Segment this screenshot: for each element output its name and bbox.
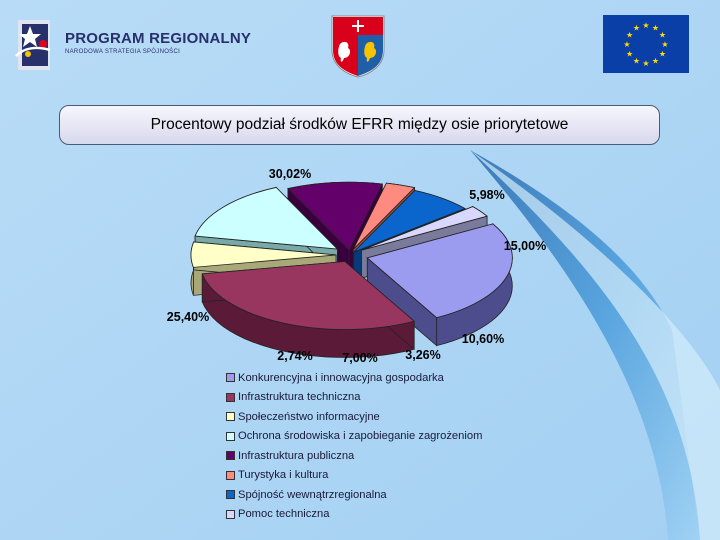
legend-swatch bbox=[226, 431, 235, 441]
slice-value-label: 30,02% bbox=[269, 167, 311, 181]
pie-slice bbox=[361, 206, 488, 251]
eu-star-icon: ★ bbox=[633, 24, 640, 33]
eu-star-icon: ★ bbox=[652, 56, 659, 65]
eu-star-icon: ★ bbox=[623, 40, 630, 49]
pie-slice bbox=[353, 190, 466, 253]
program-regionalny-logo bbox=[15, 20, 51, 70]
legend-label: Infrastruktura techniczna bbox=[238, 391, 361, 404]
eu-star-icon: ★ bbox=[642, 59, 649, 68]
pie-slice bbox=[190, 241, 337, 268]
legend-swatch bbox=[226, 412, 235, 422]
star-icon bbox=[19, 26, 41, 47]
program-title: PROGRAM REGIONALNY bbox=[65, 30, 252, 47]
eu-star-icon: ★ bbox=[626, 31, 633, 40]
legend-swatch bbox=[226, 509, 235, 519]
legend-label: Spójność wewnątrzregionalna bbox=[238, 488, 387, 501]
pie-slice bbox=[287, 181, 383, 251]
eu-flag-icon: ★★★★★★★★★ ★ ★★ bbox=[603, 15, 689, 73]
eu-star-icon: ★ bbox=[659, 31, 666, 40]
slice-value-label: 25,40% bbox=[167, 310, 209, 324]
legend-label: Ochrona środowiska i zapobieganie zagroż… bbox=[238, 430, 483, 443]
eu-star-icon: ★ bbox=[659, 50, 666, 59]
legend-swatch bbox=[226, 490, 235, 500]
legend-item: Konkurencyjna i innowacyjna gospodarka bbox=[226, 368, 482, 388]
slice-value-label: 5,98% bbox=[469, 188, 504, 202]
legend-item: Spójność wewnątrzregionalna bbox=[226, 485, 482, 505]
legend-item: Infrastruktura publiczna bbox=[226, 446, 482, 466]
legend-label: Konkurencyjna i innowacyjna gospodarka bbox=[238, 371, 444, 384]
slice-value-label: 7,00% bbox=[342, 351, 377, 365]
legend-swatch bbox=[226, 470, 235, 480]
legend-item: Pomoc techniczna bbox=[226, 505, 482, 525]
eu-star-icon: ★ bbox=[661, 40, 668, 49]
legend-label: Turystyka i kultura bbox=[238, 469, 329, 482]
slice-value-label: 10,60% bbox=[462, 332, 504, 346]
eu-star-icon: ★ bbox=[633, 56, 640, 65]
pie-slice bbox=[201, 261, 416, 330]
eu-star-icon: ★ bbox=[642, 21, 649, 30]
legend-swatch bbox=[226, 392, 235, 402]
pie-slice bbox=[366, 223, 513, 319]
slice-value-label: 15,00% bbox=[504, 239, 546, 253]
legend-label: Pomoc techniczna bbox=[238, 508, 330, 521]
eu-star-icon: ★ bbox=[652, 24, 659, 33]
header: PROGRAM REGIONALNY NARODOWA STRATEGIA SP… bbox=[0, 0, 720, 88]
chart-legend: Konkurencyjna i innowacyjna gospodarka In… bbox=[226, 368, 482, 524]
coat-of-arms-icon bbox=[331, 15, 385, 78]
legend-label: Infrastruktura publiczna bbox=[238, 449, 355, 462]
legend-item: Turystyka i kultura bbox=[226, 466, 482, 486]
legend-label: Społeczeństwo informacyjne bbox=[238, 410, 380, 423]
chart-title-box: Procentowy podział środków EFRR między o… bbox=[59, 105, 660, 145]
legend-swatch bbox=[226, 451, 235, 461]
pie-slice bbox=[194, 186, 339, 250]
eu-star-icon: ★ bbox=[626, 50, 633, 59]
slice-value-label: 2,74% bbox=[277, 349, 312, 363]
legend-item: Infrastruktura techniczna bbox=[226, 388, 482, 408]
legend-item: Ochrona środowiska i zapobieganie zagroż… bbox=[226, 427, 482, 447]
program-subtitle: NARODOWA STRATEGIA SPÓJNOŚCI bbox=[65, 49, 181, 55]
chart-title: Procentowy podział środków EFRR między o… bbox=[150, 116, 569, 133]
slice-value-label: 3,26% bbox=[405, 348, 440, 362]
legend-item: Społeczeństwo informacyjne bbox=[226, 407, 482, 427]
pie-slice bbox=[352, 182, 416, 250]
legend-swatch bbox=[226, 373, 235, 383]
